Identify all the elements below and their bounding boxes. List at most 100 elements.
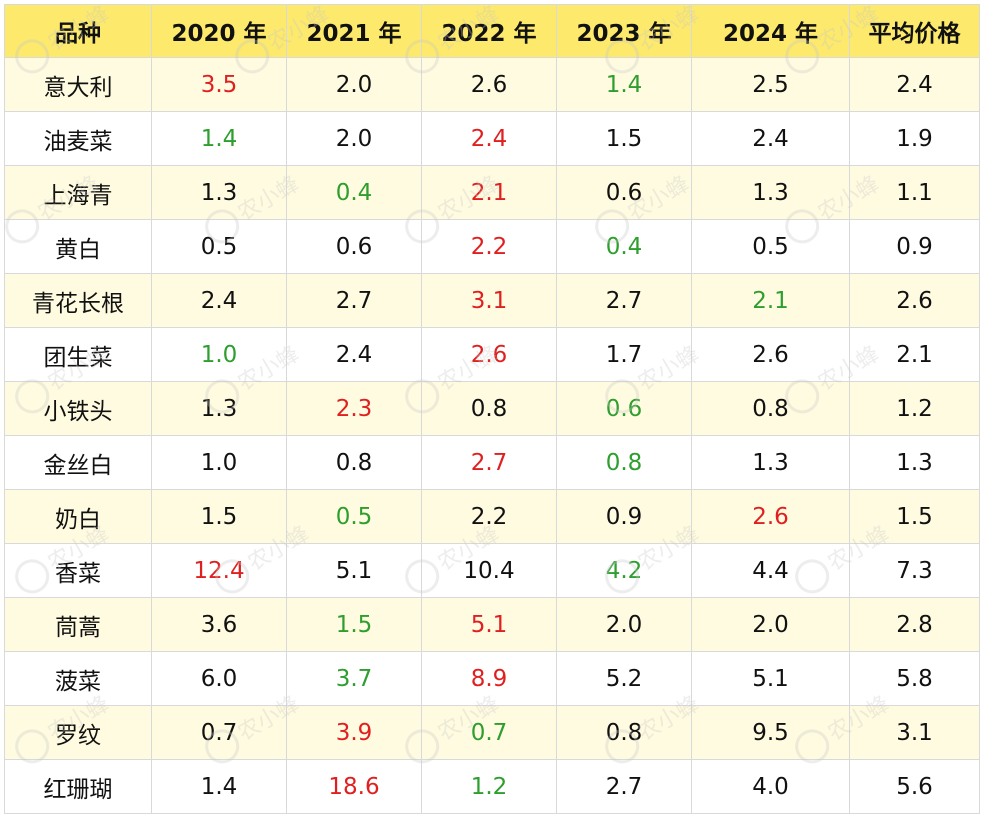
table-row: 金丝白 1.0 0.8 2.7 0.8 1.3 1.3 [4, 435, 980, 490]
variety-name-cell: 菠菜 [4, 651, 152, 706]
year-price-cell: 2.0 [691, 597, 850, 652]
year-price-cell: 9.5 [691, 705, 850, 760]
year-price-cell: 0.7 [151, 705, 287, 760]
year-price-cell: 10.4 [421, 543, 557, 598]
table-header-row: 品种 2020 年 2021 年 2022 年 2023 年 2024 年 平均… [4, 4, 980, 58]
header-2020: 2020 年 [151, 4, 287, 58]
year-price-cell: 2.1 [421, 165, 557, 220]
year-price-cell: 8.9 [421, 651, 557, 706]
year-price-cell: 4.4 [691, 543, 850, 598]
header-2021: 2021 年 [286, 4, 422, 58]
average-price-cell: 1.3 [849, 435, 980, 490]
table-row: 茼蒿 3.6 1.5 5.1 2.0 2.0 2.8 [4, 597, 980, 652]
header-average-price: 平均价格 [849, 4, 980, 58]
table-row: 菠菜 6.0 3.7 8.9 5.2 5.1 5.8 [4, 651, 980, 706]
year-price-cell: 1.3 [691, 165, 850, 220]
year-price-cell: 3.6 [151, 597, 287, 652]
average-price-cell: 1.5 [849, 489, 980, 544]
table-row: 香菜 12.4 5.1 10.4 4.2 4.4 7.3 [4, 543, 980, 598]
average-price-cell: 2.8 [849, 597, 980, 652]
year-price-cell: 1.2 [421, 759, 557, 814]
year-price-cell: 2.4 [421, 111, 557, 166]
table-row: 意大利 3.5 2.0 2.6 1.4 2.5 2.4 [4, 57, 980, 112]
year-price-cell: 0.9 [556, 489, 692, 544]
table-row: 小铁头 1.3 2.3 0.8 0.6 0.8 1.2 [4, 381, 980, 436]
year-price-cell: 2.0 [286, 111, 422, 166]
year-price-cell: 1.0 [151, 327, 287, 382]
year-price-cell: 2.6 [691, 489, 850, 544]
year-price-cell: 1.3 [151, 165, 287, 220]
year-price-cell: 18.6 [286, 759, 422, 814]
year-price-cell: 6.0 [151, 651, 287, 706]
year-price-cell: 1.4 [151, 111, 287, 166]
table-row: 黄白 0.5 0.6 2.2 0.4 0.5 0.9 [4, 219, 980, 274]
year-price-cell: 2.7 [556, 273, 692, 328]
year-price-cell: 2.7 [556, 759, 692, 814]
header-2023: 2023 年 [556, 4, 692, 58]
year-price-cell: 2.7 [286, 273, 422, 328]
variety-name-cell: 奶白 [4, 489, 152, 544]
average-price-cell: 1.1 [849, 165, 980, 220]
variety-name-cell: 香菜 [4, 543, 152, 598]
average-price-cell: 3.1 [849, 705, 980, 760]
year-price-cell: 0.5 [286, 489, 422, 544]
year-price-cell: 5.1 [286, 543, 422, 598]
year-price-cell: 1.7 [556, 327, 692, 382]
average-price-cell: 2.4 [849, 57, 980, 112]
table-row: 青花长根 2.4 2.7 3.1 2.7 2.1 2.6 [4, 273, 980, 328]
year-price-cell: 3.1 [421, 273, 557, 328]
year-price-cell: 0.8 [286, 435, 422, 490]
variety-name-cell: 茼蒿 [4, 597, 152, 652]
year-price-cell: 2.2 [421, 219, 557, 274]
year-price-cell: 0.8 [421, 381, 557, 436]
year-price-cell: 2.2 [421, 489, 557, 544]
year-price-cell: 2.5 [691, 57, 850, 112]
average-price-cell: 7.3 [849, 543, 980, 598]
variety-name-cell: 罗纹 [4, 705, 152, 760]
year-price-cell: 1.4 [556, 57, 692, 112]
year-price-cell: 1.4 [151, 759, 287, 814]
year-price-cell: 2.1 [691, 273, 850, 328]
table-row: 奶白 1.5 0.5 2.2 0.9 2.6 1.5 [4, 489, 980, 544]
variety-name-cell: 黄白 [4, 219, 152, 274]
year-price-cell: 5.2 [556, 651, 692, 706]
year-price-cell: 1.3 [691, 435, 850, 490]
table-row: 团生菜 1.0 2.4 2.6 1.7 2.6 2.1 [4, 327, 980, 382]
year-price-cell: 1.5 [556, 111, 692, 166]
year-price-cell: 2.4 [286, 327, 422, 382]
year-price-cell: 2.7 [421, 435, 557, 490]
year-price-cell: 0.6 [286, 219, 422, 274]
year-price-cell: 0.8 [691, 381, 850, 436]
variety-name-cell: 红珊瑚 [4, 759, 152, 814]
year-price-cell: 2.4 [691, 111, 850, 166]
average-price-cell: 0.9 [849, 219, 980, 274]
year-price-cell: 2.6 [421, 57, 557, 112]
table-row: 罗纹 0.7 3.9 0.7 0.8 9.5 3.1 [4, 705, 980, 760]
year-price-cell: 2.0 [286, 57, 422, 112]
year-price-cell: 0.6 [556, 381, 692, 436]
year-price-cell: 0.7 [421, 705, 557, 760]
year-price-cell: 2.4 [151, 273, 287, 328]
year-price-cell: 0.8 [556, 705, 692, 760]
table-row: 油麦菜 1.4 2.0 2.4 1.5 2.4 1.9 [4, 111, 980, 166]
variety-name-cell: 小铁头 [4, 381, 152, 436]
variety-name-cell: 油麦菜 [4, 111, 152, 166]
year-price-cell: 5.1 [691, 651, 850, 706]
average-price-cell: 2.1 [849, 327, 980, 382]
header-2024: 2024 年 [691, 4, 850, 58]
average-price-cell: 1.2 [849, 381, 980, 436]
average-price-cell: 5.8 [849, 651, 980, 706]
year-price-cell: 1.0 [151, 435, 287, 490]
year-price-cell: 0.4 [556, 219, 692, 274]
year-price-cell: 3.9 [286, 705, 422, 760]
year-price-cell: 12.4 [151, 543, 287, 598]
table-row: 红珊瑚 1.4 18.6 1.2 2.7 4.0 5.6 [4, 759, 980, 814]
year-price-cell: 4.0 [691, 759, 850, 814]
year-price-cell: 0.4 [286, 165, 422, 220]
average-price-cell: 2.6 [849, 273, 980, 328]
header-variety: 品种 [4, 4, 152, 58]
variety-name-cell: 团生菜 [4, 327, 152, 382]
header-2022: 2022 年 [421, 4, 557, 58]
variety-name-cell: 上海青 [4, 165, 152, 220]
